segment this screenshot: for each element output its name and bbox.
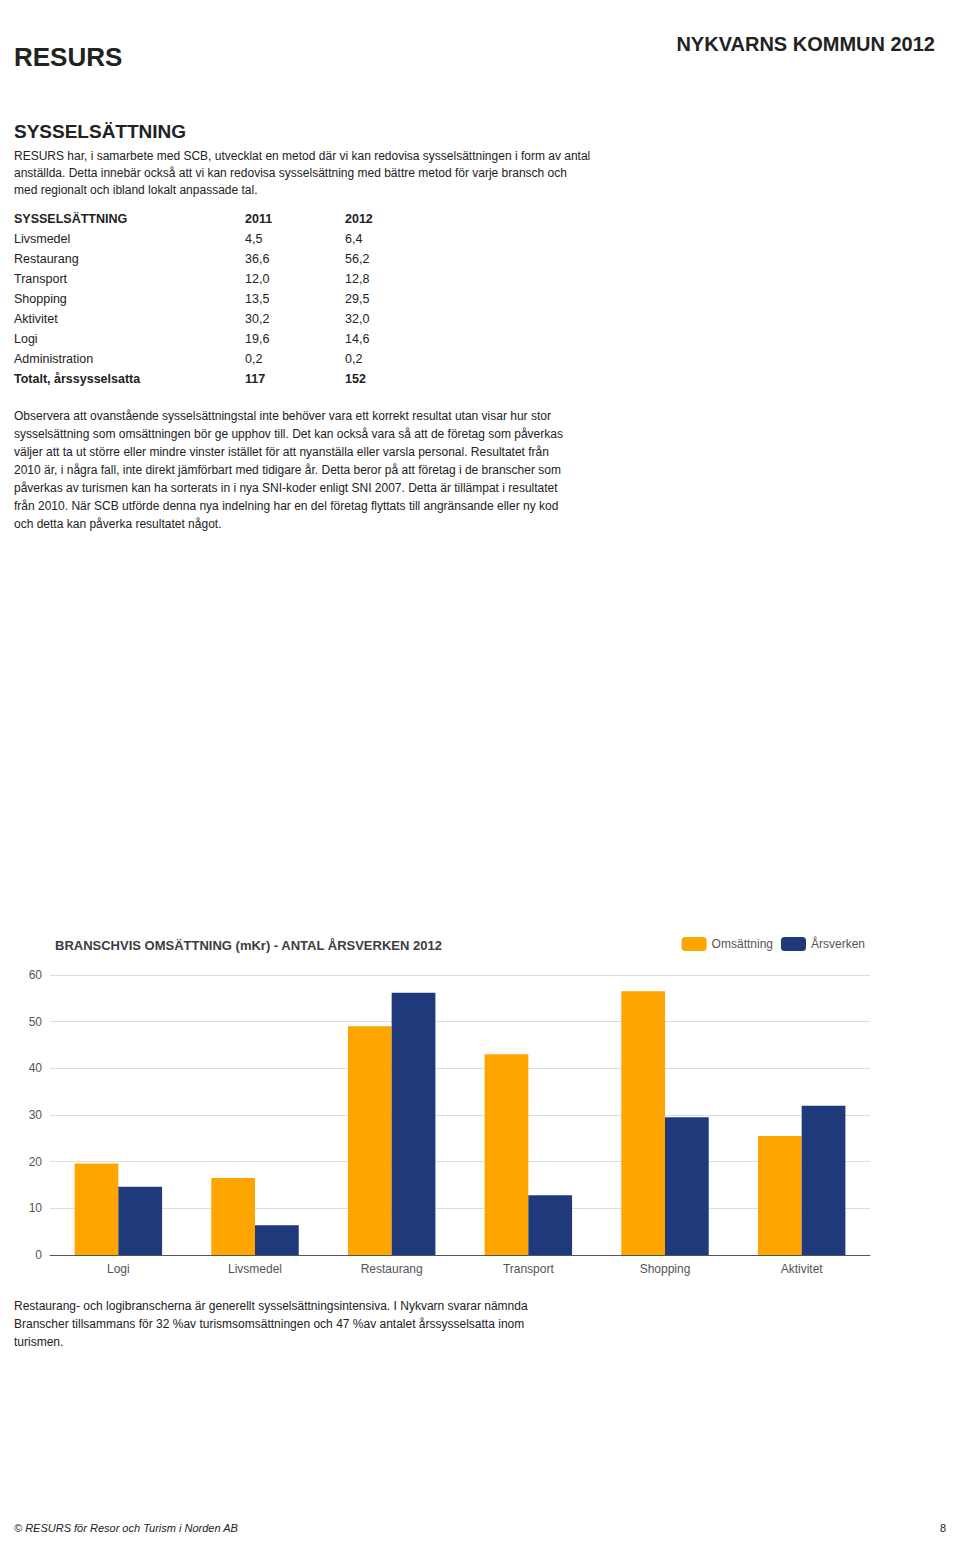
- svg-text:Branscher tillsammans för 32 %: Branscher tillsammans för 32 %av turisms…: [14, 1317, 524, 1331]
- svg-text:med regionalt och ibland lokal: med regionalt och ibland lokalt anpassad…: [14, 183, 258, 197]
- svg-text:10: 10: [29, 1201, 43, 1215]
- svg-text:Transport: Transport: [503, 1262, 555, 1276]
- svg-text:20: 20: [29, 1155, 43, 1169]
- svg-text:29,5: 29,5: [345, 292, 369, 306]
- svg-text:Livsmedel: Livsmedel: [14, 232, 70, 246]
- svg-text:40: 40: [29, 1061, 43, 1075]
- svg-text:väljer att ta ut större eller: väljer att ta ut större eller mindre vin…: [14, 445, 549, 459]
- svg-text:2010 är, i några fall, inte di: 2010 är, i några fall, inte direkt jämfö…: [14, 463, 561, 477]
- svg-text:turismen.: turismen.: [14, 1335, 63, 1349]
- svg-text:Årsverken: Årsverken: [811, 936, 865, 951]
- svg-text:117: 117: [245, 372, 265, 386]
- svg-text:© RESURS för Resor och Turism: © RESURS för Resor och Turism i Norden A…: [14, 1522, 238, 1534]
- svg-text:13,5: 13,5: [245, 292, 269, 306]
- svg-text:SYSSELSÄTTNING: SYSSELSÄTTNING: [14, 121, 186, 142]
- svg-text:Aktivitet: Aktivitet: [14, 312, 58, 326]
- svg-text:sysselsättning som omsättninge: sysselsättning som omsättningen bör ge u…: [14, 427, 563, 441]
- svg-text:SYSSELSÄTTNING: SYSSELSÄTTNING: [14, 211, 127, 226]
- svg-text:Restaurang: Restaurang: [361, 1262, 423, 1276]
- svg-text:Livsmedel: Livsmedel: [228, 1262, 282, 1276]
- svg-text:36,6: 36,6: [245, 252, 269, 266]
- svg-text:0: 0: [35, 1248, 42, 1262]
- svg-text:8: 8: [940, 1522, 946, 1534]
- svg-text:14,6: 14,6: [345, 332, 369, 346]
- svg-text:32,0: 32,0: [345, 312, 369, 326]
- svg-text:60: 60: [29, 968, 43, 982]
- svg-text:Administration: Administration: [14, 352, 93, 366]
- svg-text:Totalt, årssysselsatta: Totalt, årssysselsatta: [14, 372, 141, 386]
- svg-text:50: 50: [29, 1015, 43, 1029]
- svg-text:19,6: 19,6: [245, 332, 269, 346]
- svg-text:12,0: 12,0: [245, 272, 269, 286]
- svg-text:Shopping: Shopping: [14, 292, 67, 306]
- svg-text:RESURS: RESURS: [14, 42, 122, 72]
- svg-text:anställda. Detta innebär också: anställda. Detta innebär också att vi ka…: [14, 166, 567, 180]
- svg-text:0,2: 0,2: [245, 352, 262, 366]
- svg-text:6,4: 6,4: [345, 232, 362, 246]
- svg-text:0,2: 0,2: [345, 352, 362, 366]
- svg-text:2012: 2012: [345, 212, 373, 226]
- svg-text:12,8: 12,8: [345, 272, 369, 286]
- svg-text:152: 152: [345, 372, 366, 386]
- svg-text:30,2: 30,2: [245, 312, 269, 326]
- svg-text:Restaurang: Restaurang: [14, 252, 79, 266]
- svg-text:från 2010. När SCB utförde den: från 2010. När SCB utförde denna nya ind…: [14, 499, 558, 513]
- svg-text:Omsättning: Omsättning: [712, 937, 773, 951]
- svg-text:och detta kan påverka resultat: och detta kan påverka resultatet något.: [14, 517, 221, 531]
- svg-text:RESURS har, i samarbete med SC: RESURS har, i samarbete med SCB, utveckl…: [14, 149, 590, 163]
- svg-text:BRANSCHVIS OMSÄTTNING (mKr) -: BRANSCHVIS OMSÄTTNING (mKr) - ANTAL ÅRSV…: [55, 938, 442, 953]
- svg-text:Shopping: Shopping: [640, 1262, 691, 1276]
- svg-text:Observera att ovanstående syss: Observera att ovanstående sysselsättning…: [14, 409, 551, 423]
- svg-text:Logi: Logi: [107, 1262, 130, 1276]
- svg-text:Aktivitet: Aktivitet: [781, 1262, 824, 1276]
- svg-text:Restaurang- och logibranschern: Restaurang- och logibranscherna är gener…: [14, 1299, 528, 1313]
- svg-text:NYKVARNS KOMMUN 2012: NYKVARNS KOMMUN 2012: [676, 33, 935, 55]
- svg-text:påverkas av turismen kan ha so: påverkas av turismen kan ha sorterats in…: [14, 481, 558, 495]
- svg-text:2011: 2011: [245, 212, 272, 226]
- svg-text:Logi: Logi: [14, 332, 38, 346]
- svg-text:30: 30: [29, 1108, 43, 1122]
- svg-text:56,2: 56,2: [345, 252, 369, 266]
- svg-text:4,5: 4,5: [245, 232, 262, 246]
- svg-text:Transport: Transport: [14, 272, 68, 286]
